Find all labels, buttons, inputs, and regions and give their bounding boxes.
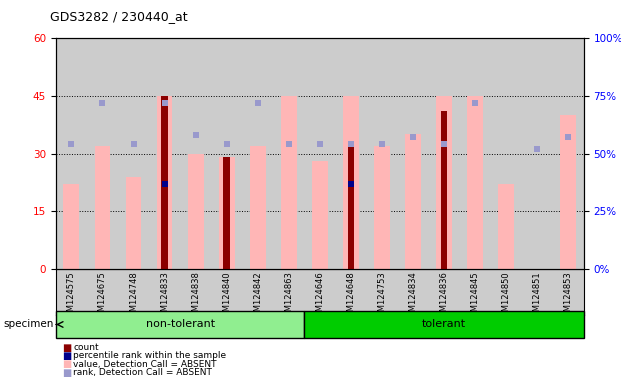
Text: rank, Detection Call = ABSENT: rank, Detection Call = ABSENT — [73, 368, 212, 377]
Text: GSM124863: GSM124863 — [284, 271, 293, 322]
Bar — [560, 115, 576, 269]
Bar — [211, 269, 242, 315]
Text: ■: ■ — [62, 343, 71, 353]
Text: GSM124748: GSM124748 — [129, 271, 138, 322]
Bar — [219, 157, 235, 269]
Bar — [87, 269, 118, 315]
Bar — [441, 111, 447, 269]
Bar — [397, 269, 428, 315]
Bar — [343, 96, 359, 269]
Bar — [250, 146, 266, 269]
Bar — [553, 38, 584, 269]
Bar — [304, 269, 335, 315]
Text: GSM124646: GSM124646 — [315, 271, 324, 322]
Bar — [335, 269, 366, 315]
Bar — [335, 38, 366, 269]
Bar — [374, 146, 390, 269]
Bar — [366, 269, 397, 315]
Text: GSM124836: GSM124836 — [440, 271, 448, 322]
Text: tolerant: tolerant — [422, 319, 466, 329]
Text: GSM124845: GSM124845 — [471, 271, 479, 322]
Bar — [312, 161, 328, 269]
Text: GSM124842: GSM124842 — [253, 271, 262, 322]
Bar — [56, 269, 87, 315]
Bar — [63, 184, 79, 269]
Text: GSM124850: GSM124850 — [502, 271, 510, 322]
Bar — [242, 38, 273, 269]
Text: GSM124840: GSM124840 — [222, 271, 231, 322]
Bar — [467, 96, 483, 269]
Bar — [491, 269, 522, 315]
Bar — [149, 38, 180, 269]
Text: GSM124833: GSM124833 — [160, 271, 169, 322]
Text: ■: ■ — [62, 351, 71, 361]
Bar — [180, 38, 211, 269]
Text: GSM124834: GSM124834 — [409, 271, 417, 322]
Bar — [491, 38, 522, 269]
Bar — [304, 311, 584, 338]
Bar — [460, 269, 491, 315]
Bar — [87, 38, 118, 269]
Bar — [180, 269, 211, 315]
Text: GSM124853: GSM124853 — [564, 271, 573, 322]
Bar — [522, 38, 553, 269]
Text: ■: ■ — [62, 368, 71, 378]
Bar — [273, 269, 304, 315]
Bar — [397, 38, 428, 269]
Bar — [428, 269, 460, 315]
Bar — [242, 269, 273, 315]
Bar — [436, 96, 452, 269]
Bar — [522, 269, 553, 315]
Text: GDS3282 / 230440_at: GDS3282 / 230440_at — [50, 10, 188, 23]
Text: GSM124851: GSM124851 — [533, 271, 542, 322]
Bar — [156, 96, 173, 269]
Bar — [149, 269, 180, 315]
Bar — [224, 157, 230, 269]
Text: GSM124648: GSM124648 — [347, 271, 355, 322]
Text: ■: ■ — [62, 359, 71, 369]
Bar — [125, 177, 142, 269]
Bar — [428, 38, 460, 269]
Text: non-tolerant: non-tolerant — [145, 319, 215, 329]
Bar — [348, 142, 354, 269]
Bar — [304, 38, 335, 269]
Text: percentile rank within the sample: percentile rank within the sample — [73, 351, 227, 361]
Text: GSM124838: GSM124838 — [191, 271, 200, 322]
Bar — [94, 146, 111, 269]
Bar — [460, 38, 491, 269]
Text: count: count — [73, 343, 99, 352]
Text: value, Detection Call = ABSENT: value, Detection Call = ABSENT — [73, 360, 217, 369]
Bar — [56, 311, 304, 338]
Bar — [188, 154, 204, 269]
Bar — [498, 184, 514, 269]
Text: GSM124675: GSM124675 — [98, 271, 107, 322]
Text: GSM124753: GSM124753 — [378, 271, 386, 322]
Bar — [211, 38, 242, 269]
Bar — [118, 38, 149, 269]
Bar — [366, 38, 397, 269]
Bar — [281, 96, 297, 269]
Text: specimen: specimen — [3, 319, 53, 329]
Bar — [56, 38, 87, 269]
Bar — [553, 269, 584, 315]
Text: GSM124575: GSM124575 — [67, 271, 76, 322]
Bar — [273, 38, 304, 269]
Bar — [118, 269, 149, 315]
Bar — [161, 96, 168, 269]
Bar — [405, 134, 421, 269]
